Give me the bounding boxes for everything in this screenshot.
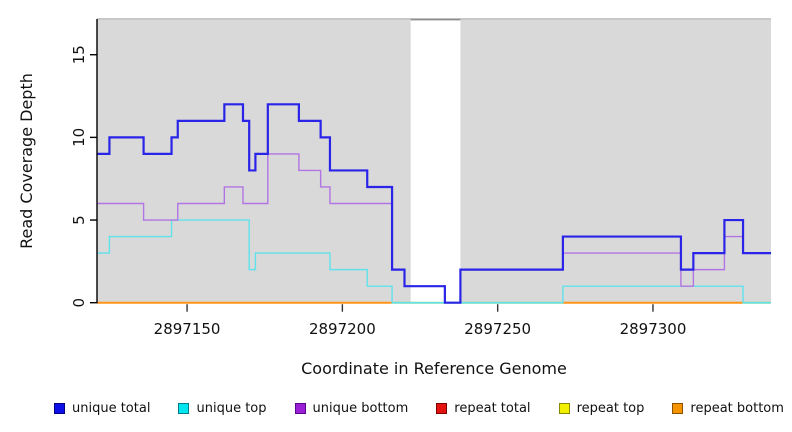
legend-swatch-icon [178,402,190,414]
legend-item-unique-total: unique total [54,401,150,416]
legend-label: repeat bottom [690,400,784,416]
y-axis-title: Read Coverage Depth [17,73,36,249]
legend-label: unique bottom [312,400,409,416]
chart-legend: unique total unique top unique bottom repea… [54,396,784,420]
y-tick-label: 5 [70,215,88,225]
y-tick-label: 10 [70,128,88,147]
legend-label: unique top [196,400,267,416]
legend-item-repeat-bottom: repeat bottom [672,401,784,416]
series-unique-top [97,219,771,304]
x-tick-label: 2897250 [464,320,531,338]
y-tick-label: 15 [70,45,88,64]
x-tick-label: 2897200 [309,320,376,338]
legend-item-unique-top: unique top [178,400,267,416]
y-tick-label: 0 [70,298,88,308]
legend-swatch-icon [54,402,65,414]
x-axis-title: Coordinate in Reference Genome [301,359,567,378]
x-tick-label: 2897150 [154,320,221,338]
legend-item-unique-bottom: unique bottom [294,400,409,416]
x-tick-label: 2897300 [620,320,687,338]
legend-swatch-icon [558,402,570,414]
legend-label: repeat top [576,400,645,416]
legend-item-repeat-total: repeat total [436,400,531,416]
legend-label: repeat total [454,400,531,416]
legend-swatch-icon [436,402,448,414]
gap-band [410,20,461,304]
legend-label: unique total [72,400,151,416]
series-unique-total [97,103,771,304]
legend-item-repeat-top: repeat top [558,400,645,416]
legend-swatch-icon [294,402,306,414]
legend-swatch-icon [672,402,684,414]
